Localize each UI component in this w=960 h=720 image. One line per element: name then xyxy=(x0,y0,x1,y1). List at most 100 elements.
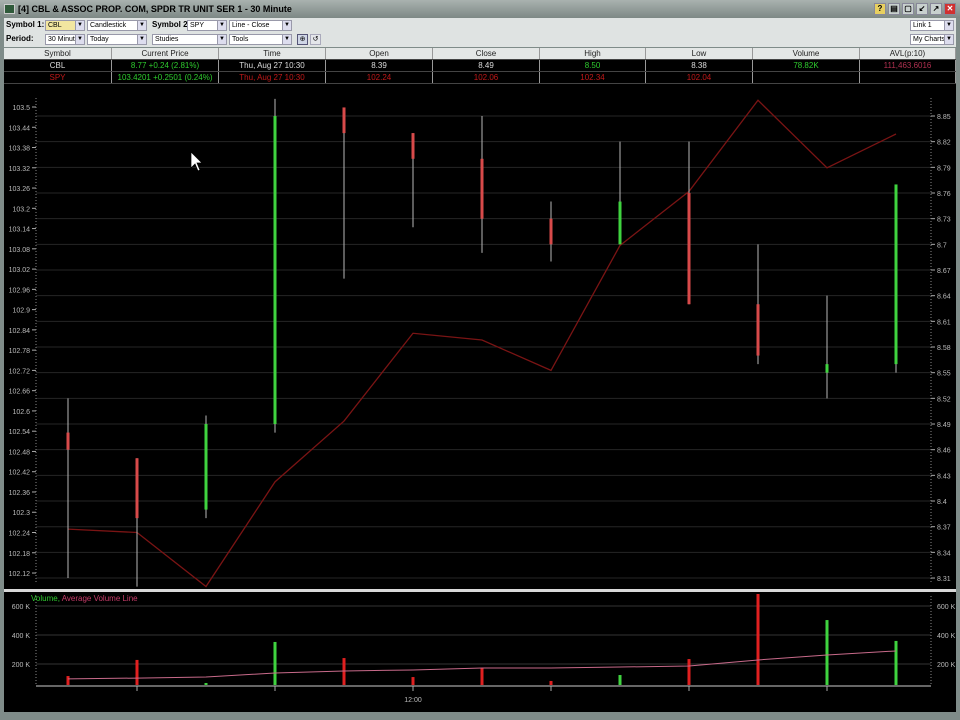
zoom-in-button[interactable]: ⊕ xyxy=(297,34,308,45)
close-button[interactable]: ✕ xyxy=(944,3,956,15)
chevron-down-icon[interactable]: ▼ xyxy=(944,35,953,44)
pane-separator xyxy=(4,589,956,592)
my-charts-value: My Charts xyxy=(913,36,945,43)
quote-row-spy[interactable]: SPY 103.4201 +0.2501 (0.24%) Thu, Aug 27… xyxy=(4,72,956,84)
volume-bar xyxy=(135,659,139,685)
volume-bar xyxy=(825,620,829,685)
link-select[interactable]: Link 1 ▼ xyxy=(910,20,954,31)
cell-current-price: 8.77 +0.24 (2.81%) xyxy=(112,60,219,71)
right-axis-label: 8.79 xyxy=(937,165,951,172)
volume-bar xyxy=(342,658,346,685)
cell-symbol: SPY xyxy=(4,72,112,83)
candle-up xyxy=(273,116,277,425)
studies-select[interactable]: Studies ▼ xyxy=(152,34,227,45)
column-header[interactable]: AVL(p:10) xyxy=(860,48,956,59)
symbol1-input[interactable]: CBL ▼ xyxy=(45,20,85,31)
left-axis-label: 102.12 xyxy=(9,571,31,578)
symbol2-value: SPY xyxy=(190,22,205,29)
column-header[interactable]: Current Price xyxy=(112,48,219,59)
right-axis-label: 8.7 xyxy=(937,242,947,249)
volume-bar xyxy=(66,676,70,685)
legend-average-volume: Average Volume Line xyxy=(61,594,138,603)
left-axis-label: 102.84 xyxy=(9,328,31,335)
tools-select[interactable]: Tools ▼ xyxy=(229,34,292,45)
right-axis-label: 8.82 xyxy=(937,140,951,147)
volume-bar xyxy=(687,659,691,685)
candle-down xyxy=(342,107,346,134)
layout-button[interactable]: ▤ xyxy=(888,3,900,15)
reset-zoom-button[interactable]: ↺ xyxy=(310,34,321,45)
volume-bar xyxy=(273,641,277,685)
chevron-down-icon[interactable]: ▼ xyxy=(137,35,146,44)
left-axis-label: 103.5 xyxy=(12,105,30,112)
column-header[interactable]: Symbol xyxy=(4,48,112,59)
candle-up xyxy=(894,184,898,365)
volume-bar xyxy=(411,677,415,685)
volume-left-label: 600 K xyxy=(12,604,31,611)
symbol1-value: CBL xyxy=(48,22,62,29)
cell-low: 8.38 xyxy=(646,60,753,71)
right-axis-label: 8.46 xyxy=(937,448,951,455)
chart-type2-select[interactable]: Line - Close ▼ xyxy=(229,20,292,31)
column-header[interactable]: High xyxy=(540,48,646,59)
period-select[interactable]: 30 Minute ▼ xyxy=(45,34,85,45)
cell-close: 8.49 xyxy=(433,60,540,71)
left-axis-label: 103.44 xyxy=(9,125,31,132)
candle-down xyxy=(549,218,553,245)
volume-bar xyxy=(894,640,898,685)
volume-legend: Volume, Average Volume Line xyxy=(31,594,138,603)
volume-bar xyxy=(480,668,484,685)
chevron-down-icon[interactable]: ▼ xyxy=(217,21,226,30)
maximize-button[interactable]: ↗ xyxy=(930,3,942,15)
mouse-cursor-icon xyxy=(190,151,203,172)
period-label: Period: xyxy=(6,34,34,43)
chevron-down-icon[interactable]: ▼ xyxy=(944,21,953,30)
symbol1-label: Symbol 1: xyxy=(6,20,45,29)
left-axis-label: 102.48 xyxy=(9,449,31,456)
right-axis-label: 8.31 xyxy=(937,576,951,583)
chevron-down-icon[interactable]: ▼ xyxy=(75,21,84,30)
column-header[interactable]: Close xyxy=(433,48,540,59)
column-header[interactable]: Low xyxy=(646,48,753,59)
cell-symbol: CBL xyxy=(4,60,112,71)
left-axis-label: 103.32 xyxy=(9,166,31,173)
cell-avl: 111,463.6016 xyxy=(860,60,956,71)
help-button[interactable]: ? xyxy=(874,3,886,15)
column-header[interactable]: Volume xyxy=(753,48,860,59)
price-chart[interactable]: 8.85 8.82 8.79 8.76 8.73 8.7 8.67 8.64 8.61 8.58 8… xyxy=(4,86,956,712)
symbol2-input[interactable]: SPY ▼ xyxy=(187,20,227,31)
chevron-down-icon[interactable]: ▼ xyxy=(282,21,291,30)
left-axis-label: 102.18 xyxy=(9,551,31,558)
column-header[interactable]: Time xyxy=(219,48,326,59)
volume-left-label: 200 K xyxy=(12,662,31,669)
right-axis-label: 8.61 xyxy=(937,319,951,326)
chevron-down-icon[interactable]: ▼ xyxy=(282,35,291,44)
chevron-down-icon[interactable]: ▼ xyxy=(75,35,84,44)
left-axis-label: 102.66 xyxy=(9,389,31,396)
cell-open: 8.39 xyxy=(326,60,433,71)
chevron-down-icon[interactable]: ▼ xyxy=(217,35,226,44)
quote-header-row: Symbol Current Price Time Open Close Hig… xyxy=(4,48,956,60)
chart-type1-select[interactable]: Candlestick ▼ xyxy=(87,20,147,31)
column-header[interactable]: Open xyxy=(326,48,433,59)
quote-row-cbl[interactable]: CBL 8.77 +0.24 (2.81%) Thu, Aug 27 10:30… xyxy=(4,60,956,72)
quote-table: Symbol Current Price Time Open Close Hig… xyxy=(4,48,956,86)
minimize-button[interactable]: ↙ xyxy=(916,3,928,15)
cell-open: 102.24 xyxy=(326,72,433,83)
cell-high: 102.34 xyxy=(540,72,646,83)
right-axis-label: 8.76 xyxy=(937,191,951,198)
my-charts-select[interactable]: My Charts ▼ xyxy=(910,34,954,45)
candle-down xyxy=(66,432,70,450)
chevron-down-icon[interactable]: ▼ xyxy=(137,21,146,30)
chart-type1-value: Candlestick xyxy=(90,22,127,29)
volume-bar xyxy=(204,682,208,685)
left-axis-label: 102.9 xyxy=(12,308,30,315)
range-select[interactable]: Today ▼ xyxy=(87,34,147,45)
left-axis-label: 102.96 xyxy=(9,287,31,294)
right-axis-label: 8.67 xyxy=(937,268,951,275)
legend-volume: Volume xyxy=(31,594,58,603)
restore-button[interactable]: ▢ xyxy=(902,3,914,15)
candle-down xyxy=(480,158,484,219)
symbol2-label: Symbol 2: xyxy=(152,20,191,29)
